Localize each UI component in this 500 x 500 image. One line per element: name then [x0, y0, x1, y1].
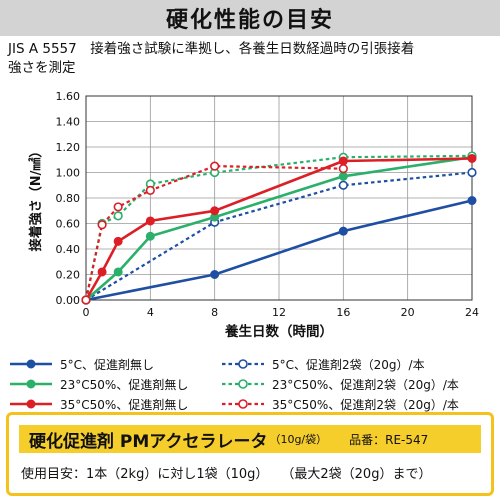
product-name: 硬化促進剤 PMアクセラレータ: [29, 431, 268, 452]
legend-label: 5°C、促進剤2袋（20g）/本: [272, 357, 425, 372]
product-unit: （10g/袋）: [269, 433, 328, 446]
series-line: [85, 155, 473, 301]
chart-legend: 5°C、促進剤無し 5°C、促進剤2袋（20g）/本 23°C50%、促進剤無し 23…: [8, 354, 498, 414]
legend-swatch: [222, 399, 264, 409]
legend-label: 23°C50%、促進剤無し: [60, 377, 189, 392]
description-line-2: 強さを測定: [8, 60, 76, 76]
data-point: [338, 226, 348, 236]
data-point: [338, 164, 348, 174]
data-point: [113, 202, 123, 212]
y-tick-label: 0.80: [56, 192, 81, 205]
data-point: [467, 153, 477, 163]
series-line: [84, 164, 344, 301]
data-point: [467, 196, 477, 206]
data-point: [210, 206, 220, 216]
legend-swatch: [222, 379, 264, 389]
description-line-1: JIS A 5557 接着強さ試験に準拠し、各養生日数経過時の引張接着: [8, 41, 415, 57]
data-point: [210, 270, 220, 279]
data-point: [338, 180, 348, 190]
x-tick-label: 24: [465, 306, 479, 319]
legend-swatch: [10, 379, 52, 389]
y-tick-label: 1.60: [56, 90, 81, 103]
page-title: 硬化性能の目安: [165, 8, 334, 33]
data-point: [145, 185, 155, 195]
legend-swatch: [10, 399, 52, 409]
legend-row: 5°C、促進剤無し 5°C、促進剤2袋（20g）/本: [8, 354, 498, 374]
x-tick-label: 20: [401, 306, 415, 319]
x-axis-label: 養生日数（時間）: [224, 323, 333, 340]
data-point: [338, 156, 348, 166]
test-description: JIS A 5557 接着強さ試験に準拠し、各養生日数経過時の引張接着 強さを測…: [8, 40, 496, 78]
y-tick-label: 1.20: [56, 141, 81, 154]
x-tick-label: 12: [272, 306, 286, 319]
legend-label: 35°C50%、促進剤2袋（20g）/本: [272, 397, 459, 412]
y-tick-label: 1.00: [56, 167, 81, 180]
y-tick-label: 0.20: [56, 269, 81, 282]
data-point: [113, 236, 123, 246]
legend-label: 35°C50%、促進剤無し: [60, 397, 189, 412]
y-tick-label: 0.40: [56, 243, 81, 256]
y-tick-label: 1.40: [56, 116, 81, 129]
y-tick-label: 0.00: [56, 294, 81, 307]
y-axis-label: 接着強さ（N/㎟）: [28, 145, 44, 252]
product-code: 品番：RE-547: [349, 432, 429, 447]
legend-item: 35°C50%、促進剤2袋（20g）/本: [220, 394, 459, 414]
x-tick-label: 16: [336, 306, 350, 319]
usage-guide: 使用目安：1本（2kg）に対し1袋（10g） （最大2袋（20g）まで）: [21, 467, 432, 482]
series-line: [85, 171, 473, 301]
legend-swatch: [10, 359, 52, 369]
x-tick-label: 8: [211, 306, 218, 319]
legend-item: 23°C50%、促進剤2袋（20g）/本: [220, 374, 459, 394]
data-point: [210, 161, 220, 171]
product-band: 硬化促進剤 PMアクセラレータ （10g/袋） 品番：RE-547: [19, 425, 481, 453]
legend-item: 5°C、促進剤無し: [8, 354, 154, 374]
title-bar: 硬化性能の目安: [0, 0, 500, 36]
series-line: [85, 199, 473, 302]
data-point: [113, 211, 123, 221]
data-point: [113, 267, 123, 277]
data-point: [97, 220, 107, 230]
legend-item: 23°C50%、促進剤無し: [8, 374, 188, 394]
legend-row: 23°C50%、促進剤無し 23°C50%、促進剤2袋（20g）/本: [8, 374, 498, 394]
data-point: [145, 231, 155, 241]
data-point: [145, 216, 155, 226]
legend-label: 23°C50%、促進剤2袋（20g）/本: [272, 377, 459, 392]
legend-item: 5°C、促進剤2袋（20g）/本: [220, 354, 425, 374]
y-tick-label: 0.60: [56, 218, 81, 231]
strength-chart: 0.00 0.20 0.40 0.60 0.80 1.00 1.20 1.40 1.60 0 4 8 1…: [28, 90, 479, 340]
data-point: [467, 167, 477, 178]
legend-row: 35°C50%、促進剤無し 35°C50%、促進剤2袋（20g）/本: [8, 394, 498, 414]
x-tick-label: 0: [83, 306, 90, 319]
data-point: [338, 171, 348, 181]
data-point: [97, 267, 107, 277]
legend-label: 5°C、促進剤無し: [60, 357, 155, 372]
legend-swatch: [222, 359, 264, 369]
data-point: [81, 295, 91, 305]
product-box: 硬化促進剤 PMアクセラレータ （10g/袋） 品番：RE-547 使用目安：1…: [6, 412, 494, 496]
legend-item: 35°C50%、促進剤無し: [8, 394, 188, 414]
x-tick-label: 4: [147, 306, 154, 319]
